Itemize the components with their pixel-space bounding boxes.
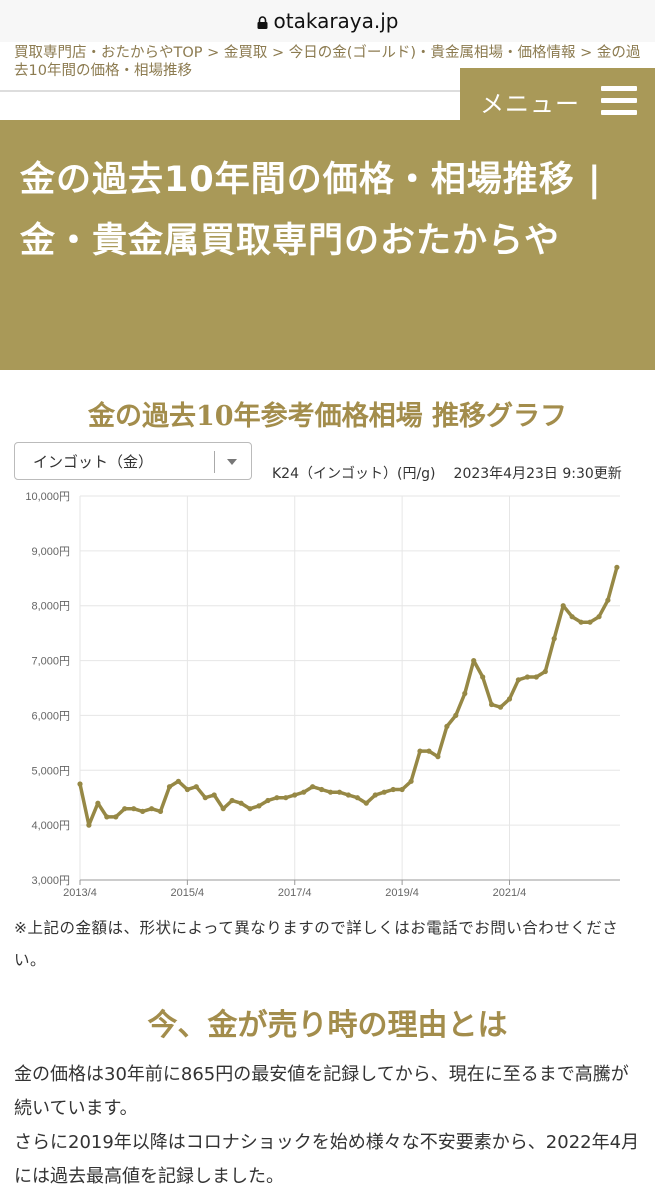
price-data-point xyxy=(166,784,173,790)
y-tick-label: 6,000円 xyxy=(31,710,70,722)
price-data-point xyxy=(265,797,271,804)
price-data-point xyxy=(426,748,432,754)
page-title: 金の過去10年間の価格・相場推移 | 金・貴金属買取専門のおたからや xyxy=(20,160,602,261)
browser-url-bar[interactable]: otakaraya.jp xyxy=(0,0,655,42)
price-data-point xyxy=(345,792,351,798)
price-data-point xyxy=(435,754,441,760)
price-data-point xyxy=(551,636,557,642)
price-data-point xyxy=(471,658,477,664)
select-value: インゴット（金） xyxy=(33,452,154,471)
price-data-point xyxy=(122,806,128,812)
select-divider xyxy=(214,451,215,473)
price-data-point xyxy=(533,674,539,680)
body-text: 金の価格は30年前に865円の最安値を記録してから、現在に至るまで高騰が続いてい… xyxy=(14,1058,644,1194)
y-tick-label: 3,000円 xyxy=(31,875,70,887)
chart-section-title: 金の過去10年参考価格相場 推移グラフ xyxy=(88,401,567,432)
price-data-point xyxy=(578,619,584,625)
price-data-point xyxy=(372,792,378,798)
chevron-down-icon xyxy=(227,459,237,465)
body-paragraph-1: 金の価格は30年前に865円の最安値を記録してから、現在に至るまで高騰が続いてい… xyxy=(14,1064,629,1119)
price-data-point xyxy=(157,808,164,814)
price-data-point xyxy=(444,723,450,729)
price-data-point xyxy=(77,781,83,787)
x-tick-label: 2017/4 xyxy=(278,887,312,899)
price-note: ※上記の金額は、形状によって異なりますので詳しくはお電話でお問い合わせください。 xyxy=(14,919,619,969)
x-tick-label: 2021/4 xyxy=(493,887,527,899)
price-data-point xyxy=(310,784,316,790)
price-data-point xyxy=(319,786,325,793)
x-tick-label: 2019/4 xyxy=(385,887,419,899)
price-data-point xyxy=(506,696,513,702)
price-data-point xyxy=(587,619,593,625)
product-type-select[interactable]: インゴット（金） xyxy=(14,442,252,480)
price-data-point xyxy=(86,822,92,828)
price-data-point xyxy=(381,789,387,795)
price-data-point xyxy=(274,795,280,801)
price-data-point xyxy=(462,690,468,697)
price-data-point xyxy=(184,786,190,793)
price-data-point xyxy=(292,792,298,798)
chart-info: K24（インゴット）(円/g) 2023年4月23日 9:30更新 xyxy=(272,463,622,483)
price-data-point xyxy=(131,806,137,812)
lock-icon xyxy=(257,15,267,29)
price-data-point xyxy=(193,784,199,790)
y-tick-label: 7,000円 xyxy=(31,656,70,668)
hero-banner: 金の過去10年間の価格・相場推移 | 金・貴金属買取専門のおたからや xyxy=(0,120,655,370)
price-data-point xyxy=(238,800,244,806)
price-data-point xyxy=(175,778,181,784)
y-tick-label: 10,000円 xyxy=(25,491,70,503)
x-tick-label: 2013/4 xyxy=(63,887,97,899)
price-data-point xyxy=(113,814,119,820)
price-data-point xyxy=(283,795,289,801)
price-data-point xyxy=(336,789,343,795)
price-data-point xyxy=(363,800,369,806)
reason-section-title: 今、金が売り時の理由とは xyxy=(147,1008,508,1043)
price-data-point xyxy=(354,795,360,801)
x-tick-label: 2015/4 xyxy=(171,887,205,899)
y-tick-label: 5,000円 xyxy=(31,765,70,777)
price-data-point xyxy=(301,789,307,795)
price-data-point xyxy=(489,701,495,708)
price-chart-svg: 3,000円 4,000円 5,000円 6,000円 7,000円 8,000円 9,00… xyxy=(25,491,620,899)
price-data-point xyxy=(596,614,602,620)
body-paragraph-2: さらに2019年以降はコロナショックを始め様々な不安要素から、2022年4月には… xyxy=(14,1132,640,1187)
price-data-point xyxy=(211,792,217,798)
header-divider xyxy=(0,90,655,92)
price-data-point xyxy=(417,748,423,754)
price-data-point xyxy=(569,614,575,620)
url-text: otakaraya.jp xyxy=(273,9,399,33)
chart-unit-label: K24（インゴット）(円/g) xyxy=(272,466,436,482)
price-data-point xyxy=(229,797,235,804)
price-data-point xyxy=(605,597,611,603)
price-data-point xyxy=(247,806,253,812)
price-data-point xyxy=(202,795,208,801)
price-data-point xyxy=(614,564,620,570)
price-data-point xyxy=(480,674,486,680)
price-data-point xyxy=(524,674,531,680)
menu-label: メニュー xyxy=(480,89,580,118)
chart-updated-date: 2023年4月23日 9:30更新 xyxy=(453,466,622,482)
price-data-point xyxy=(95,800,101,806)
price-data-point xyxy=(220,806,226,812)
price-data-point xyxy=(140,808,146,814)
price-data-point xyxy=(399,786,405,793)
price-data-point xyxy=(515,677,522,683)
price-chart: 3,000円 4,000円 5,000円 6,000円 7,000円 8,000円 9,00… xyxy=(0,484,655,904)
y-tick-label: 4,000円 xyxy=(31,820,70,832)
y-tick-label: 8,000円 xyxy=(31,601,70,613)
price-data-point xyxy=(453,712,459,718)
price-data-point xyxy=(408,778,414,784)
price-data-point xyxy=(560,603,566,609)
hamburger-icon xyxy=(601,86,637,116)
price-data-point xyxy=(390,786,396,793)
price-data-point xyxy=(327,789,334,795)
price-data-point xyxy=(104,814,110,820)
price-data-point xyxy=(497,704,504,710)
y-tick-label: 9,000円 xyxy=(31,546,70,558)
breadcrumb[interactable]: 買取専門店・おたからやTOP > 金買取 > 今日の金(ゴールド)・貴金属相場・… xyxy=(14,45,641,79)
price-data-point xyxy=(542,668,548,675)
price-data-point xyxy=(149,806,155,812)
price-data-point xyxy=(256,803,262,809)
